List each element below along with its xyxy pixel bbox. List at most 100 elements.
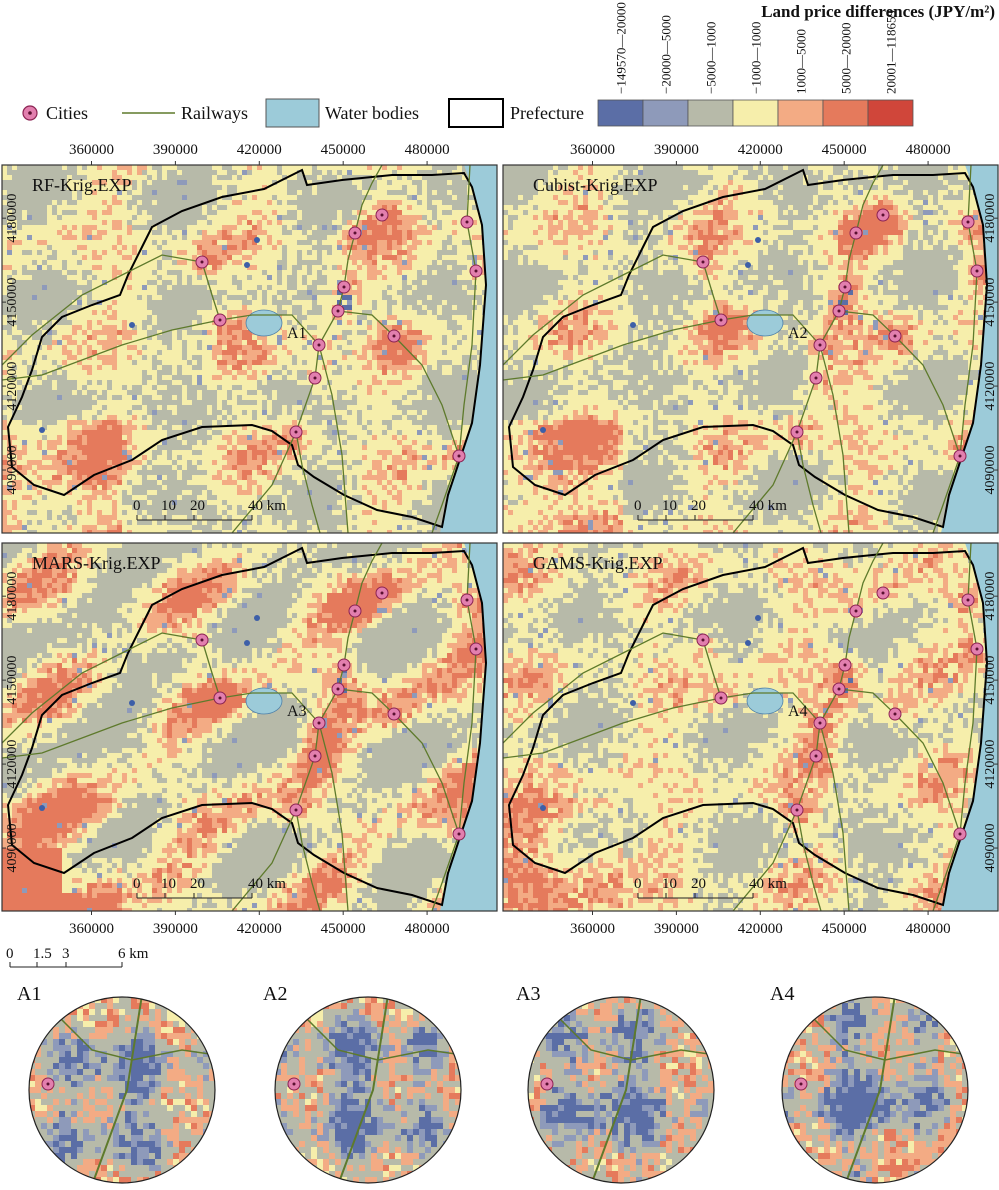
raster-class [2,165,497,533]
legend: Cities Railways Water bodies Prefecture … [22,2,995,128]
lake [245,687,283,715]
sea [941,543,998,911]
zoom-scale-label: 1.5 [33,946,52,962]
railway [804,1009,968,1061]
raster-class [838,290,853,315]
railway [702,639,722,699]
panel-title: RF-Krig.EXP [32,175,132,195]
city-dot [457,832,461,836]
city-dot [893,712,897,716]
prefecture-outline [507,168,989,529]
city-dot [465,220,469,224]
x-tick-label: 360000 [570,921,615,937]
color-class-swatch [777,99,824,127]
y-tick-label: 4180000 [983,572,998,621]
city-dot [313,376,317,380]
railway [297,1009,461,1061]
city-dot [392,334,396,338]
scale-bar-label: 20 [190,498,205,514]
color-class-label: 5000—20000 [839,23,854,95]
water-body [745,262,751,268]
city-dot [854,609,858,613]
zoom-scale-label: 0 [6,946,14,962]
x-tick-label: 390000 [153,921,198,937]
city-dot [799,1082,803,1086]
raster-class [782,997,968,1183]
scale-bar-label: 10 [161,876,176,892]
railway [431,165,477,533]
color-legend-title: Land price differences (JPY/m²) [761,2,995,21]
y-tick-label: 4090000 [983,446,998,495]
city-dot [46,1082,50,1086]
railway [838,310,961,457]
prefecture-symbol [448,98,504,128]
scale-bar-label: 0 [133,876,141,892]
water-body [745,640,751,646]
map-body [2,543,497,911]
legend-label: Cities [46,103,88,123]
railway [295,809,321,911]
water-body [630,700,636,706]
city-dot [843,285,847,289]
raster-class [540,1003,714,1183]
water-body [755,237,761,243]
color-class-swatch [642,99,689,127]
city-dot [474,647,478,651]
prefecture-outline [6,168,488,529]
color-class-swatch [597,99,644,127]
y-tick-label: 4120000 [983,362,998,411]
sea [440,165,497,533]
city-dot [818,343,822,347]
railway [702,261,722,321]
city-dot [353,231,357,235]
raster-class [2,543,497,911]
city-dot [701,638,705,642]
railway [732,543,884,911]
railway [503,632,704,744]
railway [231,165,383,533]
raster-class [29,997,215,1183]
city-dot [342,285,346,289]
scale-bar-label: 40 km [749,876,787,892]
zoom-area-label: A4 [788,703,808,720]
raster-class [503,165,998,533]
city-dot [294,808,298,812]
map-body [2,165,497,533]
water-body [244,262,250,268]
map-panel: MARS-Krig.EXP A3 0 10 20 40 km 360000 390000 420… [1,542,498,937]
raster-class [503,543,988,911]
y-tick-label: 4150000 [983,278,998,327]
panel-title: MARS-Krig.EXP [32,553,161,573]
railway [337,997,389,1183]
city-dot [465,598,469,602]
raster-class [29,997,215,1183]
scale-bar-label: 10 [662,498,677,514]
railway [550,1009,714,1061]
x-tick-label: 420000 [237,921,282,937]
railway [431,543,477,911]
legend-label: Railways [181,103,248,123]
city-dot [317,721,321,725]
city-dot [336,309,340,313]
city-dot [545,1082,549,1086]
zoom-outline [28,996,216,1184]
scale-bar-label: 10 [662,876,677,892]
zoom-view [29,997,215,1183]
y-tick-label: 4120000 [983,740,998,789]
city-dot [795,430,799,434]
water-body [244,640,250,646]
railway [91,997,143,1183]
y-tick-label: 4090000 [5,446,20,495]
city-dot [966,598,970,602]
y-tick-label: 4120000 [5,740,20,789]
sea [941,165,998,533]
raster-class [53,1039,215,1165]
panel-frame [502,164,999,534]
city-dot [474,269,478,273]
x-tick-label: 450000 [321,921,366,937]
y-tick-label: 4180000 [5,194,20,243]
prefecture-outline [507,546,989,907]
railway [503,314,821,381]
x-tick-label: 420000 [738,142,783,158]
railway [337,688,460,835]
